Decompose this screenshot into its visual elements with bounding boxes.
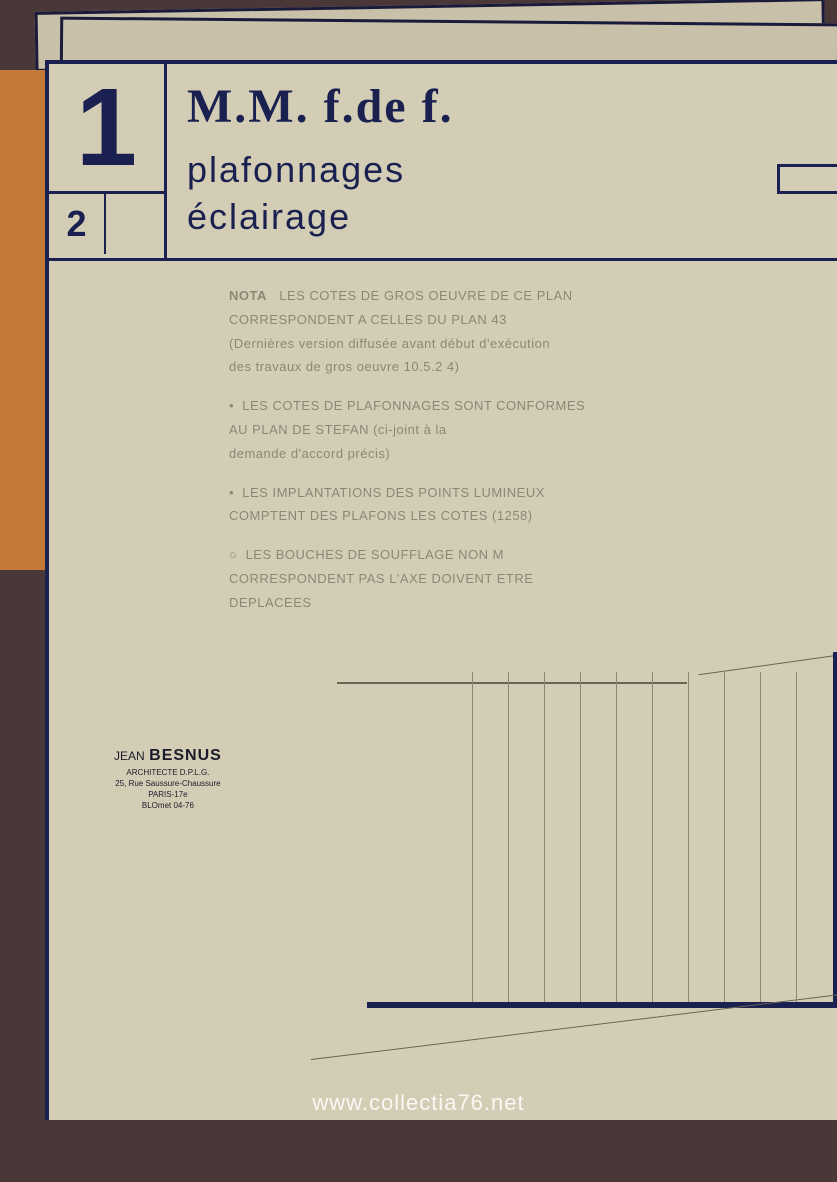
note-text: LES IMPLANTATIONS DES POINTS LUMINEUX bbox=[242, 485, 545, 500]
note-text: LES BOUCHES DE SOUFFLAGE NON M bbox=[246, 547, 504, 562]
note-block-4: ○ LES BOUCHES DE SOUFFLAGE NON M CORRESP… bbox=[229, 545, 787, 613]
note-line: • LES COTES DE PLAFONNAGES SONT CONFORME… bbox=[229, 396, 787, 417]
vertical-thin-line bbox=[472, 672, 473, 1002]
vertical-thin-line bbox=[688, 672, 689, 1002]
note-line: NOTA LES COTES DE GROS OEUVRE DE CE PLAN bbox=[229, 286, 787, 307]
thick-vertical-line bbox=[833, 652, 837, 1002]
vertical-thin-line bbox=[760, 672, 761, 1002]
note-line: CORRESPONDENT PAS L'AXE DOIVENT ETRE bbox=[229, 569, 787, 590]
vertical-thin-line bbox=[652, 672, 653, 1002]
vertical-thin-line bbox=[544, 672, 545, 1002]
primary-number-box: 1 bbox=[49, 64, 164, 194]
note-line: des travaux de gros oeuvre 10.5.2 4) bbox=[229, 357, 787, 378]
header-side-box bbox=[777, 164, 837, 194]
note-text: LES COTES DE PLAFONNAGES SONT CONFORMES bbox=[242, 398, 585, 413]
subtitle-line-2: éclairage bbox=[187, 196, 817, 238]
architect-phone: BLOmet 04-76 bbox=[114, 801, 222, 810]
note-line: AU PLAN DE STEFAN (ci-joint à la bbox=[229, 420, 787, 441]
note-line: COMPTENT DES PLAFONS LES COTES (1258) bbox=[229, 506, 787, 527]
watermark-text: www.collectia76.net bbox=[312, 1090, 524, 1116]
vertical-thin-line bbox=[796, 672, 797, 1002]
nota-label: NOTA bbox=[229, 288, 267, 303]
note-text: LES COTES DE GROS OEUVRE DE CE PLAN bbox=[279, 288, 572, 303]
architect-city: PARIS-17e bbox=[114, 790, 222, 799]
primary-number: 1 bbox=[76, 73, 137, 183]
empty-number-box bbox=[106, 194, 163, 254]
note-line: ○ LES BOUCHES DE SOUFFLAGE NON M bbox=[229, 545, 787, 566]
note-line: (Dernières version diffusée avant début … bbox=[229, 334, 787, 355]
secondary-number-row: 2 bbox=[49, 194, 164, 254]
architect-first-name: JEAN bbox=[114, 749, 145, 763]
vertical-thin-line bbox=[724, 672, 725, 1002]
note-block-2: • LES COTES DE PLAFONNAGES SONT CONFORME… bbox=[229, 396, 787, 464]
note-block-1: NOTA LES COTES DE GROS OEUVRE DE CE PLAN… bbox=[229, 286, 787, 378]
note-line: CORRESPONDENT A CELLES DU PLAN 43 bbox=[229, 310, 787, 331]
architect-name: JEAN BESNUS bbox=[114, 747, 222, 765]
secondary-number: 2 bbox=[66, 203, 86, 245]
notes-block: NOTA LES COTES DE GROS OEUVRE DE CE PLAN… bbox=[49, 261, 837, 652]
note-line: DEPLACEES bbox=[229, 593, 787, 614]
architect-title: ARCHITECTE D.P.L.G. bbox=[114, 768, 222, 777]
document-title: M.M. f.de f. bbox=[187, 79, 817, 134]
note-line: demande d'accord précis) bbox=[229, 444, 787, 465]
architect-address: 25, Rue Saussure-Chaussure bbox=[114, 779, 222, 788]
document-header: 1 2 M.M. f.de f. plafonnages éclairage bbox=[49, 64, 837, 261]
vertical-thin-line bbox=[508, 672, 509, 1002]
diagonal-line bbox=[698, 652, 837, 675]
architect-stamp: JEAN BESNUS ARCHITECTE D.P.L.G. 25, Rue … bbox=[114, 747, 222, 812]
folder-tab bbox=[0, 70, 50, 570]
architect-last-name: BESNUS bbox=[149, 747, 222, 764]
subtitle-line-1: plafonnages bbox=[187, 149, 817, 191]
horizontal-thin-line bbox=[337, 683, 687, 684]
note-block-3: • LES IMPLANTATIONS DES POINTS LUMINEUX … bbox=[229, 483, 787, 528]
secondary-number-box: 2 bbox=[49, 194, 106, 254]
title-block: M.M. f.de f. plafonnages éclairage bbox=[167, 64, 837, 258]
vertical-thin-line bbox=[616, 672, 617, 1002]
index-boxes: 1 2 bbox=[49, 64, 167, 258]
note-line: • LES IMPLANTATIONS DES POINTS LUMINEUX bbox=[229, 483, 787, 504]
vertical-thin-line bbox=[580, 672, 581, 1002]
architectural-document: 1 2 M.M. f.de f. plafonnages éclairage N… bbox=[45, 60, 837, 1120]
